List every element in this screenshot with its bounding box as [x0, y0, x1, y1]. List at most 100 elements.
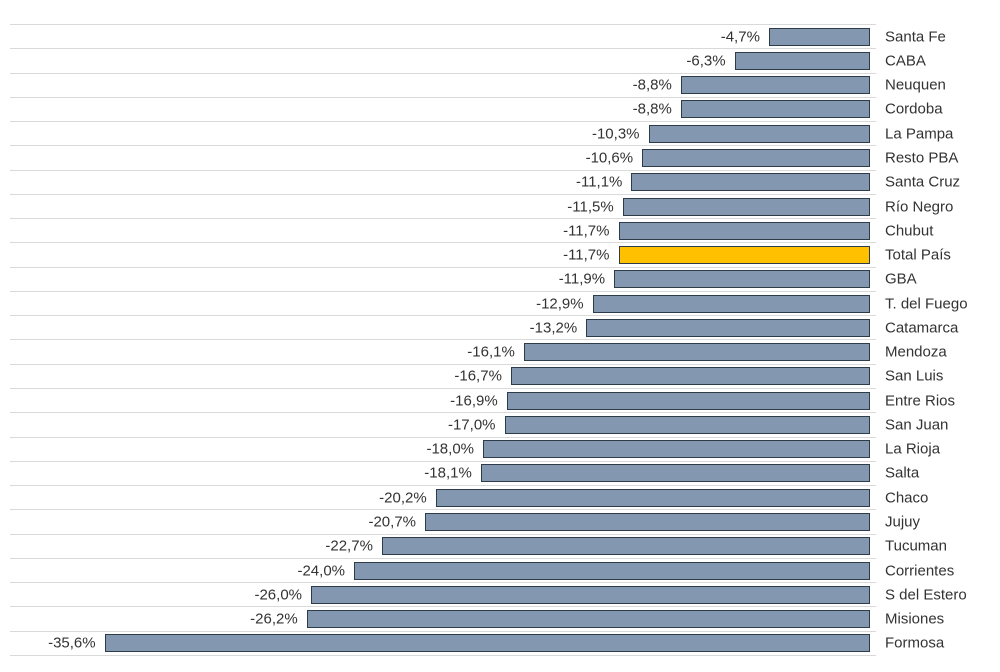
bar — [306, 610, 870, 629]
category-label: CABA — [885, 52, 926, 70]
bar — [504, 415, 870, 434]
bar — [510, 367, 870, 386]
value-label: -8,8% — [632, 100, 672, 118]
chart-row: -16,7% San Luis — [10, 365, 943, 390]
bar — [631, 173, 870, 192]
category-label: GBA — [885, 270, 917, 288]
bar — [435, 488, 870, 507]
bar — [680, 76, 870, 95]
category-label: Total País — [885, 246, 951, 264]
value-label: -11,1% — [575, 173, 623, 191]
category-label: Corrientes — [885, 562, 955, 580]
value-label: -17,0% — [447, 416, 496, 434]
chart-row: -24,0% Corrientes — [10, 559, 954, 584]
chart-row: -13,2% Catamarca — [10, 316, 958, 341]
chart-row: -11,9% GBA — [10, 268, 917, 292]
chart-row: -20,2% Chaco — [10, 486, 928, 511]
chart-row: -10,3% La Pampa — [10, 122, 953, 147]
bar — [734, 51, 870, 70]
bar — [680, 100, 870, 119]
category-label: Santa Fe — [885, 28, 946, 46]
value-label: -6,3% — [686, 52, 726, 70]
chart-row: -11,5% Río Negro — [10, 195, 953, 220]
category-label: Neuquen — [885, 76, 946, 94]
value-label: -35,6% — [48, 634, 96, 652]
category-label: Tucuman — [885, 537, 947, 555]
value-label: -24,0% — [297, 562, 345, 580]
chart-row: -17,0% San Juan — [10, 413, 948, 438]
bar — [768, 27, 870, 46]
chart-row: -20,7% Jujuy — [10, 510, 920, 535]
chart-row: -10,6% Resto PBA — [10, 146, 958, 171]
bar — [483, 440, 870, 459]
chart-row: -18,0% La Rioja — [10, 438, 940, 462]
bar — [506, 391, 870, 410]
chart-row: -12,9% T. del Fuego — [10, 292, 968, 317]
bar — [523, 343, 870, 362]
bar — [592, 294, 870, 313]
category-label: La Rioja — [885, 440, 941, 458]
value-label: -11,5% — [567, 198, 614, 215]
value-label: -18,1% — [424, 464, 472, 482]
category-label: Jujuy — [885, 513, 921, 531]
chart-row: -8,8% Cordoba — [10, 98, 943, 123]
bar — [425, 513, 870, 531]
chart-row: -6,3% CABA — [10, 49, 926, 74]
value-label: -10,6% — [585, 149, 634, 167]
value-label: -16,9% — [450, 392, 498, 410]
value-label: -18,0% — [426, 440, 474, 458]
chart-row: -4,7% Santa Fe — [10, 25, 946, 50]
chart-row: -22,7% Tucuman — [10, 535, 947, 559]
plot-area: -4,7% Santa Fe -6,3% CABA -8,8% Neuquen -8,8% C… — [10, 24, 968, 656]
chart-row: -16,1% Mendoza — [10, 340, 947, 365]
value-label: -11,7% — [563, 222, 610, 240]
bar — [586, 318, 870, 337]
category-label: S del Estero — [885, 586, 967, 604]
chart-row: -26,0% S del Estero — [10, 583, 967, 608]
bar — [354, 561, 870, 580]
category-label: San Juan — [885, 416, 949, 434]
bar — [104, 634, 870, 653]
bar — [480, 464, 870, 483]
bar — [622, 197, 870, 216]
category-label: Catamarca — [885, 319, 959, 337]
bar — [381, 537, 870, 556]
chart-row: -35,6% Formosa — [10, 632, 944, 656]
chart-row: -18,1% Salta — [10, 462, 919, 487]
value-label: -13,2% — [529, 319, 578, 337]
chart-row: -16,9% Entre Rios — [10, 389, 955, 414]
bar-highlight — [618, 246, 870, 265]
value-label: -26,2% — [250, 610, 298, 628]
bar — [642, 148, 870, 167]
chart-row: -11,7% Chubut — [10, 219, 933, 244]
category-label: Misiones — [885, 610, 945, 628]
category-label: Entre Rios — [885, 392, 956, 410]
chart-row: -11,1% Santa Cruz — [10, 171, 960, 195]
category-label: Santa Cruz — [885, 173, 961, 191]
value-label: -22,7% — [325, 537, 373, 555]
category-label: San Luis — [885, 367, 944, 385]
value-label: -8,8% — [632, 76, 672, 94]
value-label: -26,0% — [254, 586, 302, 604]
category-label: Formosa — [885, 634, 945, 652]
category-label: Salta — [885, 464, 920, 482]
category-label: T. del Fuego — [885, 295, 968, 313]
bar — [618, 221, 870, 240]
category-label: Cordoba — [885, 100, 943, 118]
value-label: -11,9% — [558, 270, 606, 288]
value-label: -10,3% — [591, 125, 640, 143]
bar — [311, 585, 870, 604]
category-label: Chaco — [885, 489, 929, 507]
value-label: -16,1% — [467, 343, 515, 361]
value-label: -20,2% — [379, 489, 427, 507]
bar — [648, 124, 870, 143]
category-label: Río Negro — [885, 198, 954, 215]
bar — [614, 270, 870, 289]
chart-row: -11,7% Total País — [10, 243, 951, 268]
value-label: -11,7% — [563, 246, 610, 264]
category-label: Resto PBA — [885, 149, 959, 167]
value-label: -12,9% — [536, 295, 584, 313]
value-label: -20,7% — [368, 513, 416, 531]
category-label: Chubut — [885, 222, 934, 240]
